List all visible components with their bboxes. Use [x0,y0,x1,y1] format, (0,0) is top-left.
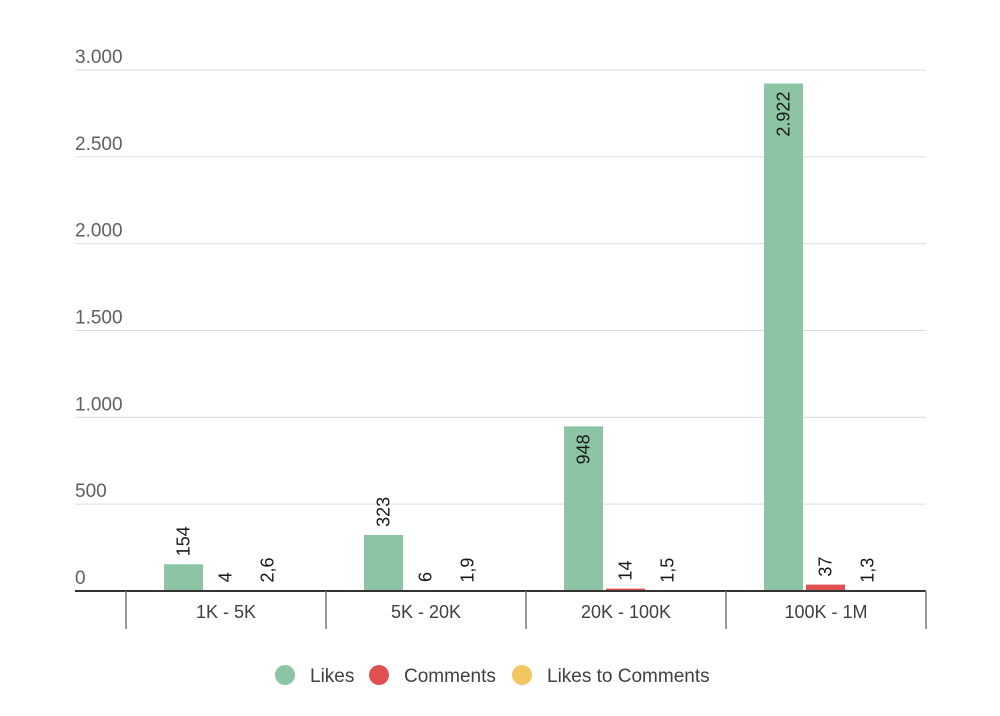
legend-marker [512,665,532,685]
legend-marker [275,665,295,685]
y-tick-label: 500 [75,481,107,502]
data-label: 154 [174,526,194,556]
y-axis-ticks: 0 500 1.000 1.500 2.000 2.500 3.000 [75,47,123,589]
data-label: 14 [616,561,636,581]
data-label: 37 [816,557,836,577]
data-label: 2.922 [774,92,794,137]
x-tick-label: 100K - 1M [784,602,867,622]
bars [164,83,887,592]
y-tick-label: 2.500 [75,134,123,155]
data-label: 1,5 [658,558,678,583]
data-label: 948 [574,434,594,464]
bar-comments [806,584,845,591]
data-labels: 154 4 2,6 323 6 1,9 948 14 1,5 2.922 37 1,3 [174,92,878,583]
x-tick-label: 5K - 20K [391,602,461,622]
legend: Likes Comments Likes to Comments [275,665,710,687]
y-tick-label: 3.000 [75,47,123,68]
y-tick-label: 1.500 [75,308,123,329]
legend-label: Comments [404,666,496,687]
bar-likes [764,83,803,592]
data-label: 1,9 [458,558,478,583]
bar-likes [164,564,203,591]
bar-likes [364,534,403,591]
legend-label: Likes [310,666,354,687]
y-tick-label: 0 [75,568,86,589]
data-label: 2,6 [258,558,278,583]
legend-label: Likes to Comments [547,666,710,687]
data-label: 323 [374,497,394,527]
bar-comments [606,588,645,591]
x-tick-label: 20K - 100K [581,602,671,622]
data-label: 1,3 [858,558,878,583]
legend-marker [369,665,389,685]
y-tick-label: 2.000 [75,221,123,242]
y-tick-label: 1.000 [75,394,123,415]
x-axis: 1K - 5K 5K - 20K 20K - 100K 100K - 1M [75,590,927,629]
bar-likes [564,426,603,591]
data-label: 6 [416,572,436,582]
data-label: 4 [216,572,236,582]
x-tick-label: 1K - 5K [196,602,256,622]
